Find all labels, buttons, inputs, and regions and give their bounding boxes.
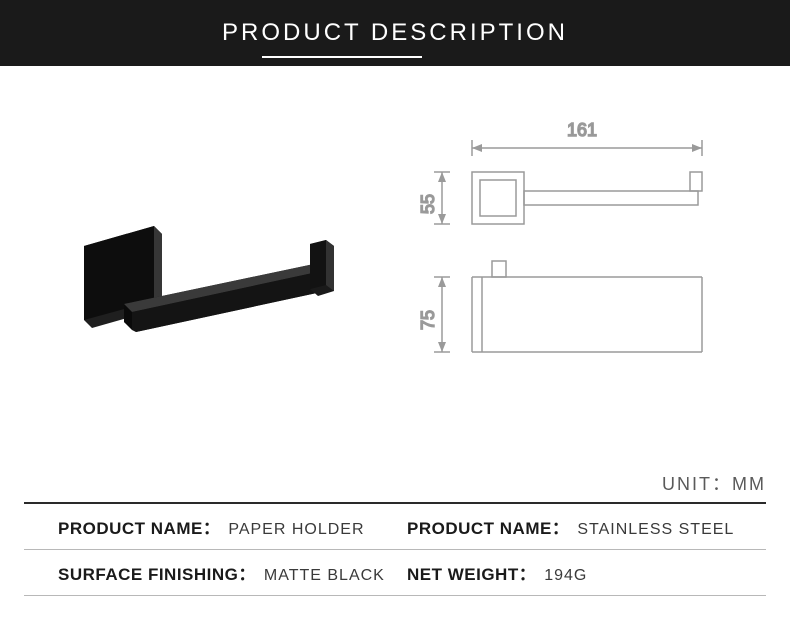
spec-value: PAPER HOLDER xyxy=(228,521,364,539)
drawing-svg: 161 55 xyxy=(404,106,734,406)
title-underline xyxy=(262,56,422,58)
page-title: PRODUCT DESCRIPTION xyxy=(222,19,568,47)
spec-cell: PRODUCT NAME： STAINLESS STEEL xyxy=(407,514,756,539)
spec-cell: SURFACE FINISHING： MATTE BLACK xyxy=(58,560,407,585)
spec-row: SURFACE FINISHING： MATTE BLACK NET WEIGH… xyxy=(24,550,766,596)
unit-row: UNIT：MM xyxy=(24,466,766,502)
header-bar: PRODUCT DESCRIPTION xyxy=(0,0,790,66)
spec-table: PRODUCT NAME： PAPER HOLDER PRODUCT NAME：… xyxy=(24,502,766,596)
spec-value: MATTE BLACK xyxy=(264,567,385,585)
spec-value: STAINLESS STEEL xyxy=(577,521,734,539)
product-svg xyxy=(54,186,364,386)
technical-drawing: 161 55 xyxy=(404,106,766,466)
spec-label: PRODUCT NAME： xyxy=(58,514,220,539)
product-render xyxy=(24,106,394,466)
end-stop xyxy=(310,240,334,296)
dim-height-label: 55 xyxy=(418,194,438,214)
spec-label: SURFACE FINISHING： xyxy=(58,560,256,585)
dim-depth-label: 75 xyxy=(418,310,438,330)
unit-value: MM xyxy=(732,474,766,494)
spec-label: NET WEIGHT： xyxy=(407,560,536,585)
content-area: 161 55 xyxy=(0,106,790,596)
dim-width-label: 161 xyxy=(567,120,597,140)
spec-value: 194G xyxy=(544,567,587,585)
display-area: 161 55 xyxy=(24,106,766,466)
unit-label: UNIT： xyxy=(662,474,732,494)
spec-cell: NET WEIGHT： 194G xyxy=(407,560,756,585)
spec-cell: PRODUCT NAME： PAPER HOLDER xyxy=(58,514,407,539)
spec-row: PRODUCT NAME： PAPER HOLDER PRODUCT NAME：… xyxy=(24,504,766,550)
spec-label: PRODUCT NAME： xyxy=(407,514,569,539)
